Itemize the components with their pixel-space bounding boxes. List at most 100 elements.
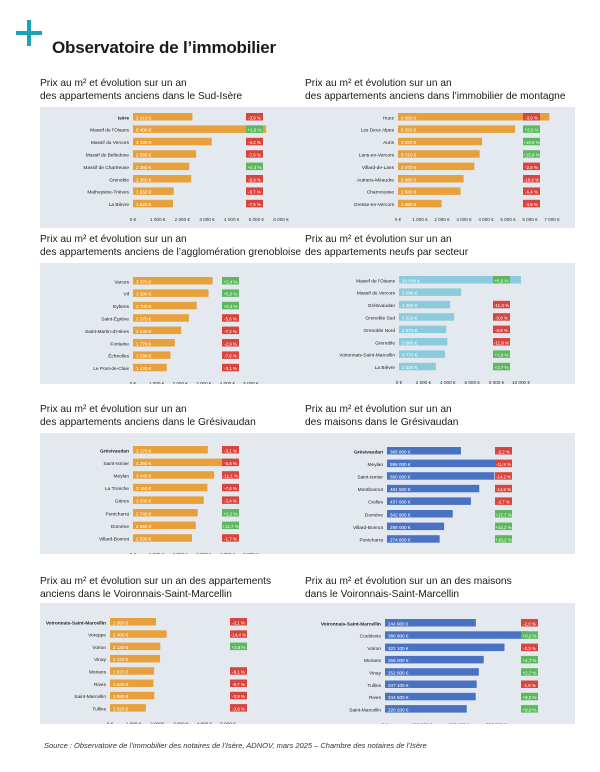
x-tick-label: 6 000 € bbox=[522, 217, 538, 222]
category-label: Rives bbox=[369, 695, 382, 701]
evolution-label: +1,6 % bbox=[495, 353, 509, 358]
category-label: Voironnais-Saint-Marcellin bbox=[339, 353, 395, 359]
category-label: Saint-Marcellin bbox=[74, 694, 106, 700]
x-tick-label: 10 000 € bbox=[512, 380, 530, 384]
category-label: Massif du Vercors bbox=[91, 140, 130, 146]
evolution-badge bbox=[230, 679, 247, 687]
plus-logo-icon bbox=[16, 20, 42, 46]
evolution-badge bbox=[230, 667, 247, 675]
evolution-badge bbox=[521, 680, 538, 688]
chart-area: Grésivaudan 3 170 € -3,1 % Saint-Ismier 4 25… bbox=[40, 433, 310, 554]
evolution-badge bbox=[222, 471, 239, 479]
evolution-label: -0,8 % bbox=[495, 315, 508, 320]
chart-panel-agglomeration: Prix au m² et évolution sur un an des ap… bbox=[40, 234, 310, 384]
evolution-badge bbox=[222, 289, 239, 297]
bar bbox=[133, 314, 189, 322]
category-label: La Bièvre bbox=[375, 365, 396, 371]
category-label: Villard-Bonnot bbox=[99, 536, 130, 542]
evolution-badge bbox=[222, 301, 239, 310]
x-tick-label: 0 € bbox=[384, 553, 391, 554]
bar bbox=[399, 362, 436, 371]
x-tick-label: 200 000 € bbox=[415, 553, 436, 554]
bar bbox=[398, 162, 475, 171]
bar bbox=[110, 691, 155, 700]
evolution-badge bbox=[493, 300, 510, 309]
category-label: Saint-Martin-d’Hères bbox=[85, 329, 130, 335]
chart-title-line2: des appartements anciens dans l’immobili… bbox=[305, 90, 566, 102]
bar-chart-svg: Huez 6 880 € -3,9 % Les Deux Alpes 5 320 € +3… bbox=[354, 113, 560, 222]
bar-value-label: 1 950 € bbox=[113, 620, 129, 625]
chart-title-line1: Prix au m² et évolution sur un an bbox=[40, 404, 187, 415]
bar-value-label: 481 500 € bbox=[390, 487, 411, 492]
evolution-badge bbox=[523, 162, 540, 171]
evolution-badge bbox=[222, 496, 239, 504]
evolution-label: +17,7 % bbox=[495, 512, 511, 517]
bar-value-label: 4 520 € bbox=[402, 315, 418, 320]
evolution-label: +12,2 % bbox=[495, 525, 511, 530]
bar-value-label: 2 400 € bbox=[113, 633, 129, 638]
bar-value-label: 1 620 € bbox=[136, 202, 152, 207]
evolution-badge bbox=[521, 631, 538, 639]
chart-title: Prix au m² et évolution sur un an des ap… bbox=[40, 576, 310, 602]
bar-value-label: 1 590 € bbox=[136, 354, 152, 359]
bar-value-label: 2 130 € bbox=[113, 645, 129, 650]
chart-area: Massif de l’Oisans 10 000 € +5,5 % Massif d… bbox=[305, 263, 575, 384]
bar-value-label: 4 200 € bbox=[402, 303, 418, 308]
category-label: Grésivaudan bbox=[100, 448, 129, 454]
bar bbox=[110, 667, 155, 675]
bar bbox=[133, 534, 192, 542]
bar-value-label: 2 410 € bbox=[136, 115, 152, 120]
evolution-label: -3,1 % bbox=[232, 620, 245, 625]
category-label: Vif bbox=[123, 292, 129, 298]
evolution-badge bbox=[493, 350, 510, 358]
evolution-badge bbox=[222, 458, 239, 467]
bar-value-label: 3 820 € bbox=[401, 140, 417, 145]
x-tick-label: 1 000 € bbox=[149, 381, 165, 384]
category-label: Gresse-en-Vercors bbox=[354, 202, 395, 208]
bar bbox=[133, 187, 174, 195]
evolution-badge bbox=[246, 175, 263, 183]
category-label: Saint-Marcellin bbox=[349, 707, 381, 713]
evolution-badge bbox=[521, 668, 538, 676]
category-label: Massif du Vercors bbox=[357, 291, 396, 297]
x-tick-label: 6 000 € bbox=[273, 217, 289, 222]
x-tick-label: 4 000 € bbox=[220, 381, 236, 384]
bar bbox=[398, 113, 550, 121]
chart-panel-sud-isere: Prix au m² et évolution sur un an des ap… bbox=[40, 78, 310, 228]
evolution-label: -2,3 % bbox=[523, 646, 536, 651]
chart-title-line1: Prix au m² et évolution sur un an bbox=[305, 234, 452, 245]
bar bbox=[385, 668, 479, 676]
evolution-badge bbox=[495, 497, 512, 505]
evolution-badge bbox=[521, 643, 538, 652]
x-tick-label: 3 000 € bbox=[173, 721, 189, 724]
evolution-label: -2,9 % bbox=[224, 341, 237, 346]
category-label: Isère bbox=[118, 115, 130, 121]
bar bbox=[398, 199, 442, 208]
chart-area: Huez 6 880 € -3,9 % Les Deux Alpes 5 320 € +3… bbox=[305, 107, 575, 228]
category-label: Massif de Chartreuse bbox=[83, 165, 129, 171]
bar bbox=[133, 277, 213, 285]
bar bbox=[385, 655, 484, 664]
bar-value-label: 3 200 € bbox=[136, 292, 152, 297]
bar bbox=[398, 137, 483, 146]
bar-value-label: 2 500 € bbox=[136, 536, 152, 541]
category-label: Grenoble Nord bbox=[364, 328, 396, 334]
evolution-badge bbox=[495, 522, 512, 531]
bar bbox=[133, 471, 215, 479]
evolution-badge bbox=[222, 314, 239, 322]
category-label: Grenoble Sud bbox=[365, 315, 395, 321]
evolution-badge bbox=[523, 187, 540, 195]
bar bbox=[133, 125, 267, 133]
x-tick-label: 200 000 € bbox=[449, 722, 470, 724]
evolution-label: -9,7 % bbox=[232, 682, 245, 687]
x-tick-label: 8 000 € bbox=[489, 380, 505, 384]
category-label: Lans-en-Vercors bbox=[359, 152, 395, 158]
bar-value-label: 266 000 € bbox=[388, 658, 409, 663]
bar-value-label: 4 250 € bbox=[136, 461, 152, 466]
x-tick-label: 2 000 € bbox=[175, 217, 191, 222]
category-label: Les Deux Alpes bbox=[361, 128, 395, 134]
evolution-label: +3,5 % bbox=[525, 128, 539, 133]
evolution-badge bbox=[222, 509, 239, 517]
x-tick-label: 0 € bbox=[130, 552, 137, 554]
category-label: Massif de Belledone bbox=[86, 152, 130, 158]
